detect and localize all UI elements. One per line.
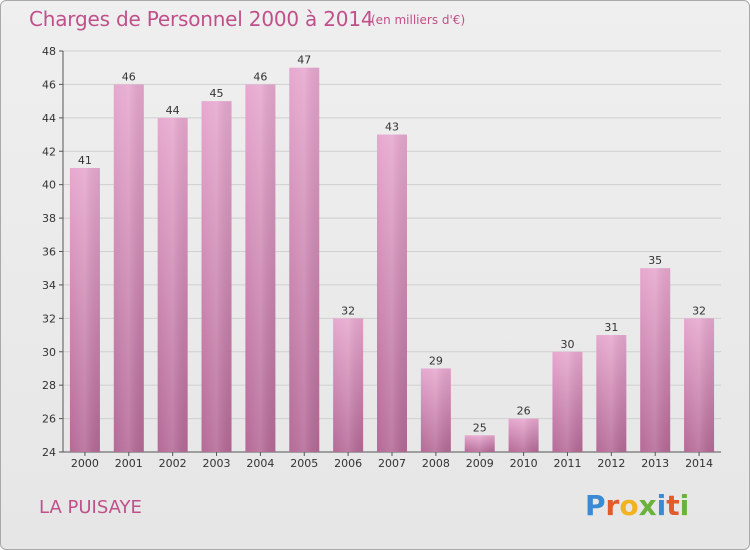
chart-subtitle: (en milliers d'€) xyxy=(371,13,466,27)
y-tick-label: 42 xyxy=(42,145,56,158)
data-label: 25 xyxy=(473,421,487,434)
x-tick-label: 2012 xyxy=(597,457,625,470)
x-tick-label: 2010 xyxy=(510,457,538,470)
x-tick-label: 2004 xyxy=(246,457,274,470)
bar-sheen xyxy=(464,435,495,452)
x-tick-label: 2011 xyxy=(553,457,581,470)
bar-sheen xyxy=(552,351,583,452)
bar-sheen xyxy=(640,268,671,452)
data-label: 32 xyxy=(692,304,706,317)
data-label: 46 xyxy=(122,70,136,83)
y-tick-label: 48 xyxy=(42,45,56,58)
y-tick-label: 40 xyxy=(42,179,56,192)
data-label: 45 xyxy=(210,87,224,100)
data-label: 31 xyxy=(604,321,618,334)
x-tick-label: 2008 xyxy=(422,457,450,470)
x-tick-label: 2000 xyxy=(71,457,99,470)
y-tick-label: 26 xyxy=(42,413,56,426)
bar-sheen xyxy=(596,335,627,452)
x-tick-label: 2013 xyxy=(641,457,669,470)
y-tick-label: 44 xyxy=(42,112,56,125)
x-tick-label: 2009 xyxy=(466,457,494,470)
y-tick-label: 30 xyxy=(42,346,56,359)
y-tick-label: 38 xyxy=(42,212,56,225)
data-label: 29 xyxy=(429,354,443,367)
place-name: LA PUISAYE xyxy=(39,497,142,518)
y-tick-label: 32 xyxy=(42,312,56,325)
bar-sheen xyxy=(201,101,232,452)
x-tick-label: 2005 xyxy=(290,457,318,470)
y-tick-label: 24 xyxy=(42,446,56,459)
x-tick-label: 2014 xyxy=(685,457,713,470)
y-tick-label: 36 xyxy=(42,246,56,259)
bar-sheen xyxy=(157,117,188,452)
x-tick-label: 2002 xyxy=(159,457,187,470)
y-tick-label: 46 xyxy=(42,78,56,91)
data-label: 41 xyxy=(78,154,92,167)
bar-sheen xyxy=(377,134,407,452)
bar-sheen xyxy=(113,84,144,453)
bar-sheen xyxy=(420,368,451,452)
bar-sheen xyxy=(245,84,276,453)
data-label: 30 xyxy=(560,338,574,351)
data-label: 47 xyxy=(297,54,311,67)
x-tick-label: 2007 xyxy=(378,457,406,470)
bar-sheen xyxy=(508,418,539,452)
bar-sheen xyxy=(684,318,715,452)
data-label: 32 xyxy=(341,304,355,317)
x-tick-label: 2001 xyxy=(115,457,143,470)
chart-title: Charges de Personnel 2000 à 2014 xyxy=(29,7,374,31)
bar-sheen xyxy=(289,67,320,452)
x-tick-label: 2006 xyxy=(334,457,362,470)
data-label: 26 xyxy=(517,405,531,418)
data-label: 46 xyxy=(253,70,267,83)
proxiti-logo: Proxiti xyxy=(585,489,690,522)
x-tick-label: 2003 xyxy=(203,457,231,470)
y-tick-label: 28 xyxy=(42,379,56,392)
data-label: 44 xyxy=(166,104,180,117)
data-label: 35 xyxy=(648,254,662,267)
bar-sheen xyxy=(69,167,100,453)
bar-sheen xyxy=(333,318,364,452)
data-label: 43 xyxy=(385,121,399,134)
y-tick-label: 34 xyxy=(42,279,56,292)
